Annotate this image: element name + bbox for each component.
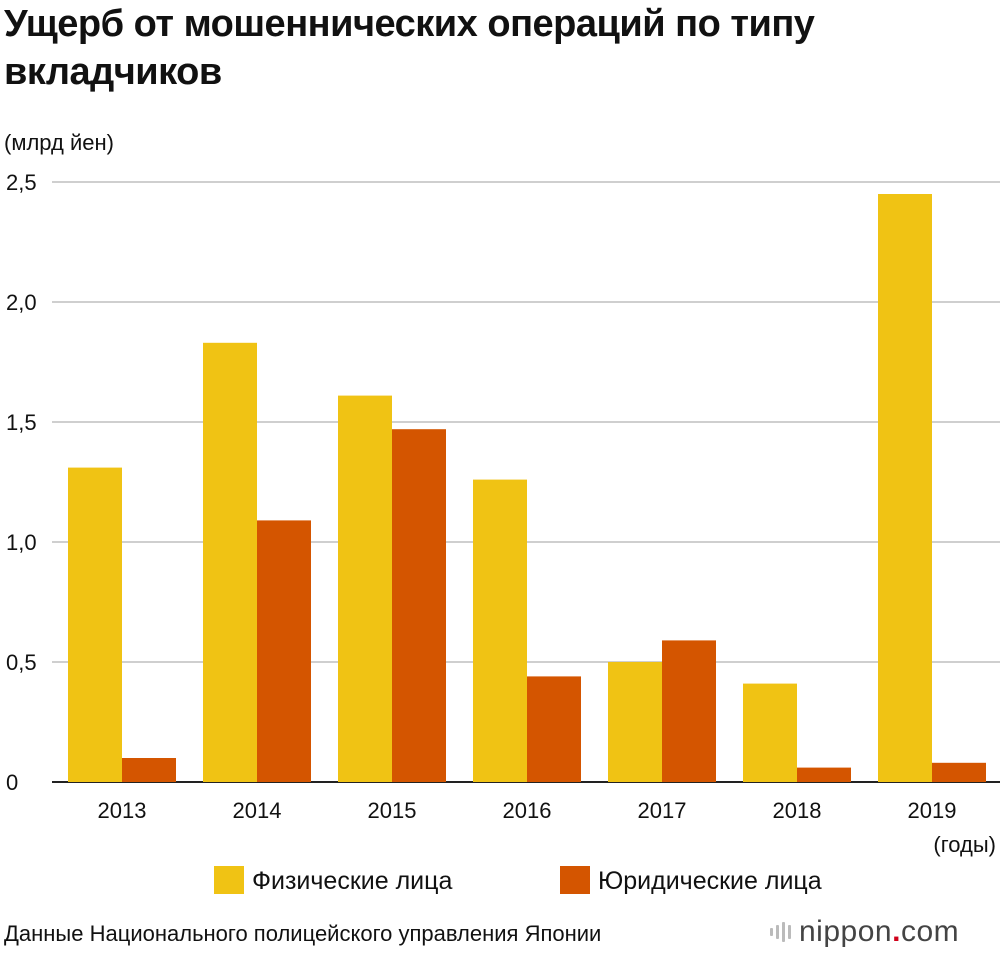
y-tick-labels: 0 0,5 1,0 1,5 2,0 2,5 xyxy=(6,170,37,795)
bar-legal-entities-2016 xyxy=(527,676,581,782)
x-tick-label: 2015 xyxy=(368,798,417,823)
bars xyxy=(68,194,986,782)
logo-dot: . xyxy=(892,915,901,948)
bar-individuals-2019 xyxy=(878,194,932,782)
logo-tld: com xyxy=(900,915,960,948)
legend-swatch-individuals xyxy=(214,866,244,894)
x-tick-label: 2018 xyxy=(773,798,822,823)
logo-name: nippon xyxy=(799,915,893,948)
bar-legal-entities-2015 xyxy=(392,429,446,782)
x-tick-labels: 2013 2014 2015 2016 2017 2018 2019 xyxy=(98,798,957,823)
y-tick-label: 2,0 xyxy=(6,290,37,315)
y-tick-label: 0 xyxy=(6,770,18,795)
x-tick-label: 2016 xyxy=(503,798,552,823)
bar-individuals-2017 xyxy=(608,662,662,782)
source-note: Данные Национального полицейского управл… xyxy=(4,921,602,946)
bar-individuals-2013 xyxy=(68,467,122,782)
bar-individuals-2016 xyxy=(473,479,527,782)
bar-legal-entities-2017 xyxy=(662,640,716,782)
y-axis-label: (млрд йен) xyxy=(4,130,114,155)
legend-label-legal-entities: Юридические лица xyxy=(598,867,822,895)
bar-legal-entities-2014 xyxy=(257,520,311,782)
bar-legal-entities-2018 xyxy=(797,767,851,782)
bar-individuals-2018 xyxy=(743,683,797,782)
y-tick-label: 1,5 xyxy=(6,410,37,435)
y-tick-label: 2,5 xyxy=(6,170,37,195)
legend: Физические лица Юридические лица xyxy=(214,866,822,895)
bar-individuals-2014 xyxy=(203,342,257,782)
logo-mark-icon xyxy=(770,922,791,942)
x-tick-label: 2019 xyxy=(908,798,957,823)
nippon-logo[interactable]: nippon. com xyxy=(770,910,959,954)
y-tick-label: 0,5 xyxy=(6,650,37,675)
x-axis-label: (годы) xyxy=(933,832,996,857)
legend-label-individuals: Физические лица xyxy=(252,867,452,895)
bar-legal-entities-2019 xyxy=(932,762,986,782)
bar-legal-entities-2013 xyxy=(122,758,176,782)
y-tick-label: 1,0 xyxy=(6,530,37,555)
x-tick-label: 2013 xyxy=(98,798,147,823)
legend-swatch-legal-entities xyxy=(560,866,590,894)
bar-individuals-2015 xyxy=(338,395,392,782)
x-tick-label: 2014 xyxy=(233,798,282,823)
chart-title: Ущерб от мошеннических операций по типу … xyxy=(4,3,815,93)
x-tick-label: 2017 xyxy=(638,798,687,823)
